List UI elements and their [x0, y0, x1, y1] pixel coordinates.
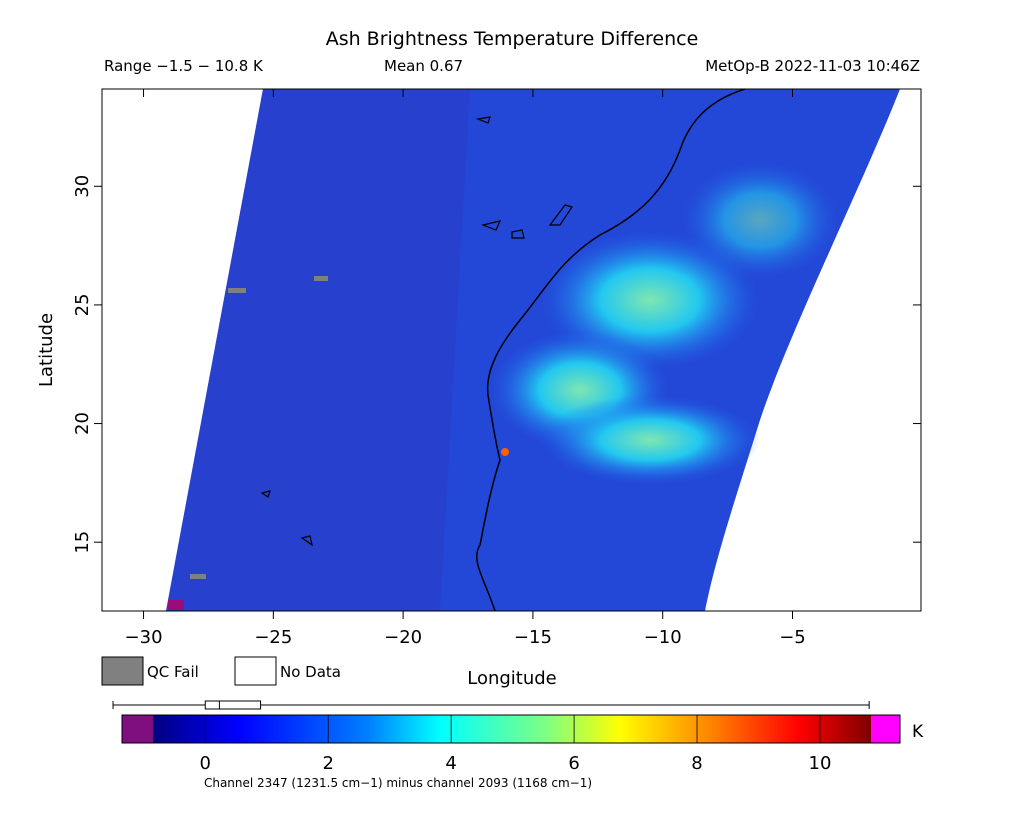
coastline: [475, 89, 746, 611]
y-tick-label: 30: [72, 175, 93, 198]
colorbar-frame: [121, 714, 901, 744]
y-axis-label: Latitude: [36, 313, 57, 387]
x-tick-label: −25: [254, 627, 292, 648]
no-data-swatch: [234, 656, 277, 686]
qc-fail-pixel: [314, 276, 328, 281]
colorbar: [153, 715, 871, 743]
legend-label: No Data: [280, 663, 341, 681]
colorbar-tick-label: 8: [691, 753, 702, 774]
low-pixel: [168, 600, 184, 610]
colorbar-tick-label: 0: [200, 753, 211, 774]
colorbar-tick-label: 4: [445, 753, 456, 774]
hot-pixel: [501, 448, 509, 456]
y-tick-label: 25: [72, 293, 93, 316]
islands: [260, 116, 573, 547]
x-axis-label: Longitude: [467, 668, 557, 689]
ash-plume: [540, 395, 760, 485]
x-tick-label: −5: [779, 627, 806, 648]
swath: [166, 89, 900, 611]
y-tick-label: 15: [72, 531, 93, 554]
range-label: Range −1.5 − 10.8 K: [104, 57, 264, 75]
x-tick-label: −30: [125, 627, 163, 648]
ash-plume: [680, 160, 840, 280]
qc-fail-pixel: [228, 288, 246, 293]
x-tick-label: −20: [384, 627, 422, 648]
satellite-label: MetOp-B 2022-11-03 10:46Z: [705, 57, 920, 75]
title: Ash Brightness Temperature Difference: [326, 28, 699, 50]
colorbar-caption: Channel 2347 (1231.5 cm−1) minus channel…: [204, 776, 592, 790]
colorbar-unit: K: [912, 722, 924, 742]
colorbar-tick-label: 6: [568, 753, 579, 774]
colorbar-tick-label: 2: [322, 753, 333, 774]
x-tick-label: −15: [514, 627, 552, 648]
plot-frame: [101, 88, 922, 612]
swath-shade: [166, 89, 470, 611]
colorbar-high: [871, 715, 900, 743]
colorbar-tick-label: 10: [809, 753, 832, 774]
mean-label: Mean 0.67: [384, 57, 463, 75]
legend-label: QC Fail: [147, 663, 199, 681]
qc-fail-pixel: [190, 574, 206, 579]
y-tick-label: 20: [72, 412, 93, 435]
colorbar-low: [122, 715, 153, 743]
box: [204, 700, 262, 710]
x-tick-label: −10: [644, 627, 682, 648]
qc-fail-swatch: [101, 656, 144, 686]
